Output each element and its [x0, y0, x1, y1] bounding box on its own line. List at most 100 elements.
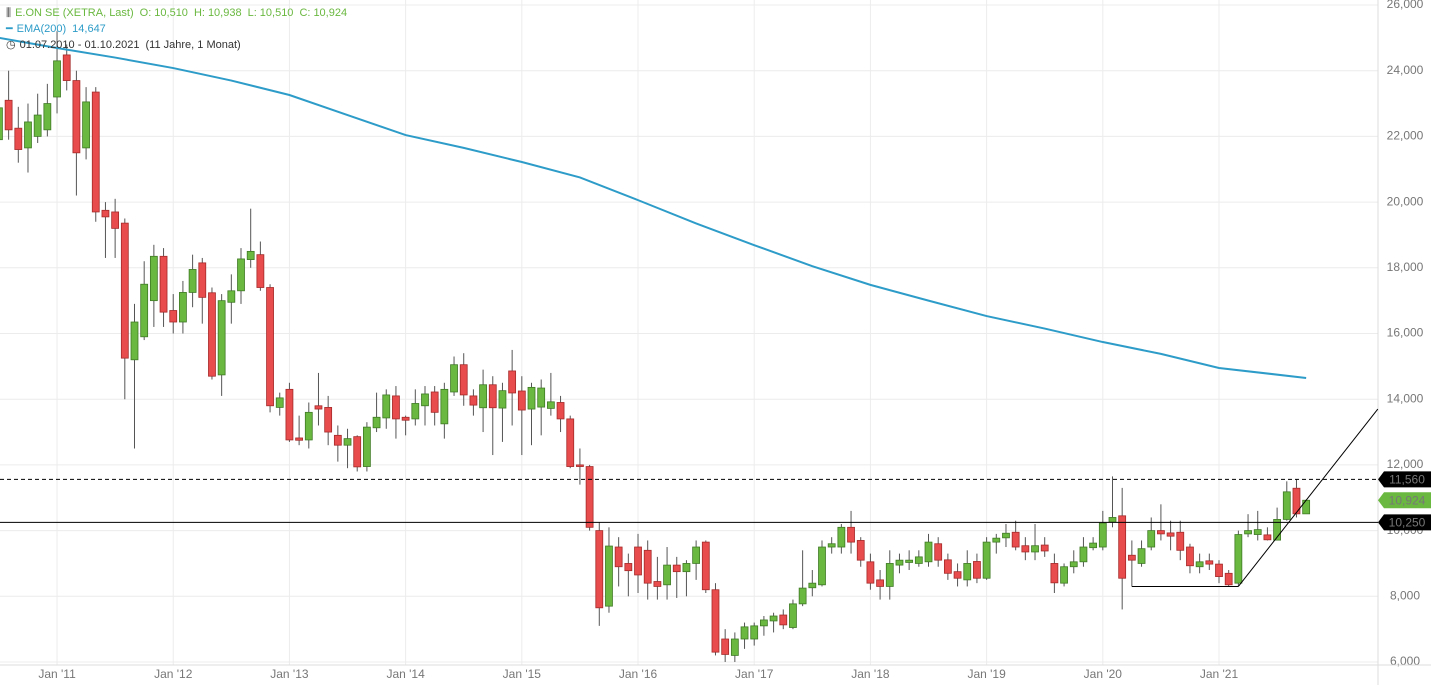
candle-body — [285, 388, 294, 441]
candle-body — [14, 127, 23, 150]
quote-key: C: — [299, 7, 311, 19]
candle-body — [634, 546, 642, 576]
candle-body — [401, 416, 410, 421]
candle-body — [1147, 530, 1156, 548]
candle-body — [856, 540, 865, 561]
price-tag-label: 10,250 — [1389, 516, 1426, 530]
candle-body — [1302, 499, 1311, 515]
candle-body — [914, 556, 923, 564]
candle-body — [730, 638, 739, 656]
candle-body — [1118, 515, 1127, 579]
price-tag — [1378, 471, 1431, 488]
candle-body — [876, 579, 884, 587]
candle-body — [934, 543, 943, 561]
candle-body — [188, 269, 197, 293]
candle-body — [140, 283, 149, 338]
period-row: ◷ 01.07.2010 - 01.10.2021 (11 Jahre, 1 Mon… — [6, 39, 241, 51]
y-tick-label: 14,000 — [1387, 391, 1424, 405]
candle-body — [149, 255, 158, 302]
candle-body — [643, 549, 652, 584]
candle-body — [905, 559, 914, 563]
candle-body — [1011, 531, 1020, 548]
price-tag-label: 10,924 — [1389, 493, 1426, 507]
candle-body — [1166, 532, 1175, 537]
candle-body — [198, 262, 207, 298]
candle-body — [304, 411, 313, 441]
y-tick-label: 22,000 — [1387, 129, 1424, 143]
quote-key: L: — [247, 7, 257, 19]
candle-body — [1079, 546, 1088, 563]
candle-body — [1060, 566, 1068, 584]
candle-body — [701, 541, 710, 591]
candle-body — [159, 255, 168, 313]
candle-body — [818, 546, 826, 586]
candle-body — [392, 395, 400, 420]
candle-body — [111, 211, 120, 229]
candle-body — [382, 394, 391, 419]
candle-body — [653, 581, 662, 587]
candle-body — [469, 395, 478, 406]
y-tick-label: 26,000 — [1387, 0, 1424, 11]
candle-body — [208, 292, 216, 377]
candle-body — [53, 60, 61, 98]
candle-body — [1244, 530, 1252, 535]
candle-body — [1253, 529, 1262, 535]
candle-body — [992, 537, 1001, 543]
candle-body — [566, 418, 575, 467]
candle-body — [943, 559, 952, 574]
candle-body — [1108, 517, 1117, 523]
candle-body — [1215, 563, 1223, 577]
candle-body — [1273, 519, 1281, 541]
x-tick-label: Jan '17 — [735, 667, 774, 681]
candle-body — [546, 401, 555, 409]
candle-body — [924, 541, 933, 563]
candle-body — [450, 364, 458, 393]
candle-body — [624, 563, 633, 572]
candle-body — [24, 121, 32, 149]
candle-body — [663, 564, 671, 586]
candle-body — [459, 364, 468, 396]
x-tick-label: Jan '15 — [503, 667, 542, 681]
x-tick-label: Jan '21 — [1200, 667, 1239, 681]
candle-body — [1234, 534, 1243, 584]
candle-body — [808, 582, 817, 589]
y-tick-label: 20,000 — [1387, 194, 1424, 208]
candle-body — [169, 310, 178, 323]
candle-body — [256, 254, 265, 288]
candle-body — [372, 416, 381, 429]
candle-body — [430, 391, 439, 413]
candle-body — [324, 407, 333, 433]
candle-body — [246, 250, 255, 260]
quote: O: 10,510 H: 10,938 L: 10,510 C: 10,924 — [140, 7, 353, 19]
x-tick-label: Jan '16 — [619, 667, 658, 681]
quote-text: 10,924 — [313, 7, 348, 19]
candle-body — [295, 437, 303, 441]
y-tick-label: 18,000 — [1387, 260, 1424, 274]
candle-body — [605, 545, 613, 607]
candle-body — [1282, 491, 1291, 520]
candle-body — [1031, 545, 1039, 553]
title: E.ON SE (XETRA, Last) — [15, 7, 134, 19]
candle-body — [1050, 563, 1059, 584]
candle-body — [411, 403, 420, 420]
candle-body — [1205, 560, 1214, 565]
candle-body — [682, 563, 691, 573]
candle-body — [1224, 572, 1233, 586]
candle-body — [576, 464, 584, 467]
candle-body — [343, 438, 352, 446]
candle-body — [1021, 545, 1030, 553]
candle-body — [721, 638, 730, 655]
quote-key: H: — [193, 7, 205, 19]
x-tick-label: Jan '20 — [1084, 667, 1123, 681]
candle-body — [1127, 554, 1136, 561]
candle-body — [266, 287, 274, 407]
candle-body — [179, 292, 187, 323]
candle-body — [4, 99, 13, 131]
x-tick-label: Jan '14 — [386, 667, 425, 681]
candle-body — [798, 587, 807, 605]
candle-body — [614, 546, 623, 568]
candle-body — [595, 530, 604, 609]
candle-body — [517, 390, 526, 411]
candle-body — [1098, 522, 1107, 548]
candle-body — [556, 402, 565, 420]
